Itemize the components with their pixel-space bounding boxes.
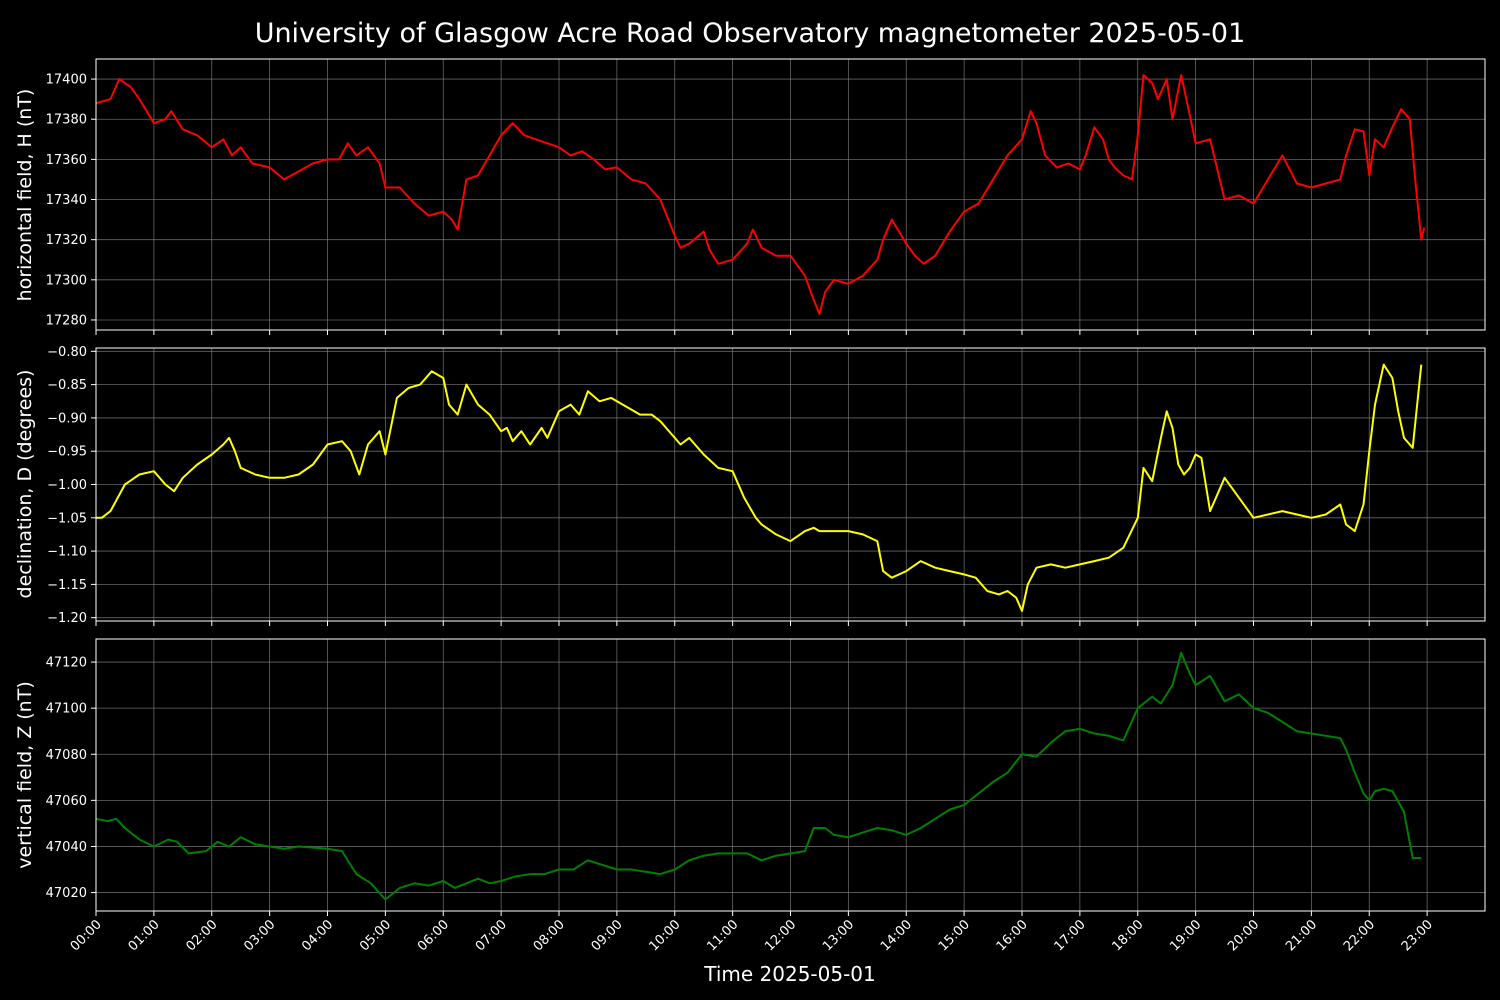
y-tick-label: 47060: [46, 794, 87, 809]
y-tick-label: 47100: [46, 702, 87, 717]
panel-vertical-field: vertical field, Z (nT) 47020 47040 47060 47…: [14, 638, 1486, 916]
series-line-H: [95, 74, 1426, 315]
y-axis-label-vertical-field: vertical field, Z (nT): [14, 681, 36, 869]
y-tick-label: 17360: [46, 153, 87, 168]
y-tick-label: −1.15: [47, 578, 87, 593]
y-tick-label: −1.10: [47, 545, 87, 560]
y-tick-label: −0.85: [47, 378, 87, 393]
y-tick-label: 47020: [46, 886, 87, 901]
series-line-Z: [95, 651, 1422, 901]
panel-declination: declination, D (degrees) −1.20 −1.15 −1.10…: [14, 345, 1486, 626]
y-tick-label: 17400: [46, 73, 87, 88]
y-tick-label: −1.20: [47, 611, 87, 626]
y-tick-label: 17300: [46, 273, 87, 288]
axes-frame: [95, 638, 1486, 912]
y-tick-label: 47040: [46, 840, 87, 855]
y-tick-label: −0.80: [47, 345, 87, 360]
y-tick-label: 47080: [46, 748, 87, 763]
y-tick-label: 17340: [46, 193, 87, 208]
y-axis-label-declination: declination, D (degrees): [14, 370, 36, 599]
y-tick-label: 17380: [46, 113, 87, 128]
y-tick-label: 47120: [46, 656, 87, 671]
y-axis-label-horizontal-field: horizontal field, H (nT): [14, 89, 36, 302]
y-tick-label: −1.05: [47, 511, 87, 526]
panel-horizontal-field: horizontal field, H (nT) 17280 17300 17320…: [14, 58, 1486, 335]
y-tick-label: 17320: [46, 233, 87, 248]
y-tick-label: −1.00: [47, 478, 87, 493]
y-tick-label: −0.95: [47, 445, 87, 460]
y-tick-label: −0.90: [47, 411, 87, 426]
axes-frame: [95, 58, 1486, 331]
x-axis-label: Time 2025-05-01: [703, 962, 876, 986]
y-tick-label: 17280: [46, 313, 87, 328]
figure-title: University of Glasgow Acre Road Observat…: [255, 18, 1246, 49]
series-line-D: [96, 363, 1423, 612]
axes-frame: [95, 347, 1486, 622]
